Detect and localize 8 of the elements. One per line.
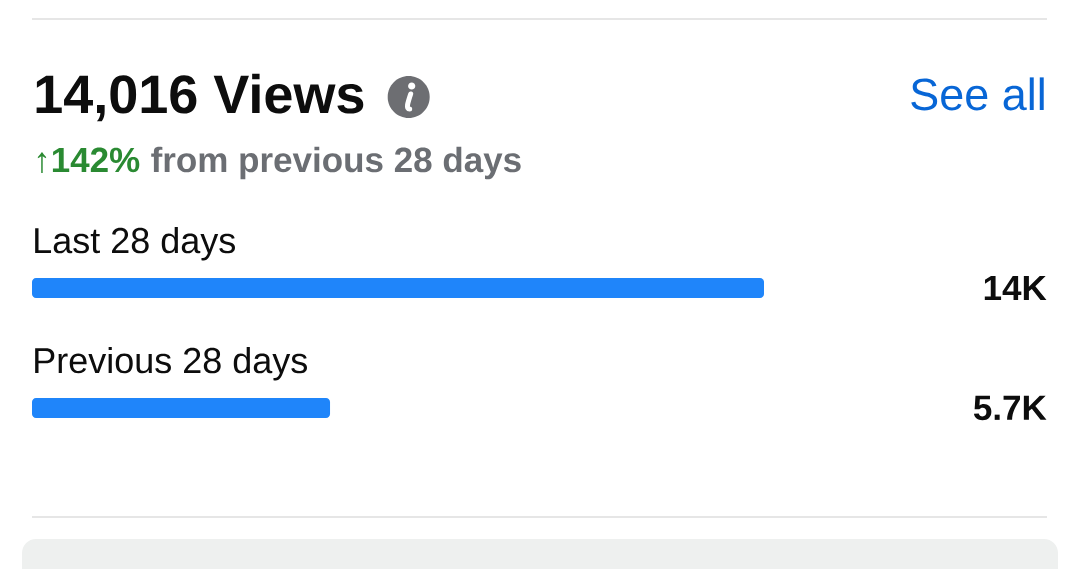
text: See all xyxy=(911,77,1044,111)
chart-subtitle: from previous 28 days xyxy=(151,146,521,180)
y-tick-label: Previous 28 days xyxy=(35,346,307,381)
chart-title: 14,016 Views xyxy=(36,73,364,122)
data-label: 5.7K xyxy=(973,395,1047,421)
text: ↑142% xyxy=(37,147,140,174)
y-tick-label: Last 28 days xyxy=(35,226,235,261)
data-label: 14K xyxy=(984,275,1047,301)
